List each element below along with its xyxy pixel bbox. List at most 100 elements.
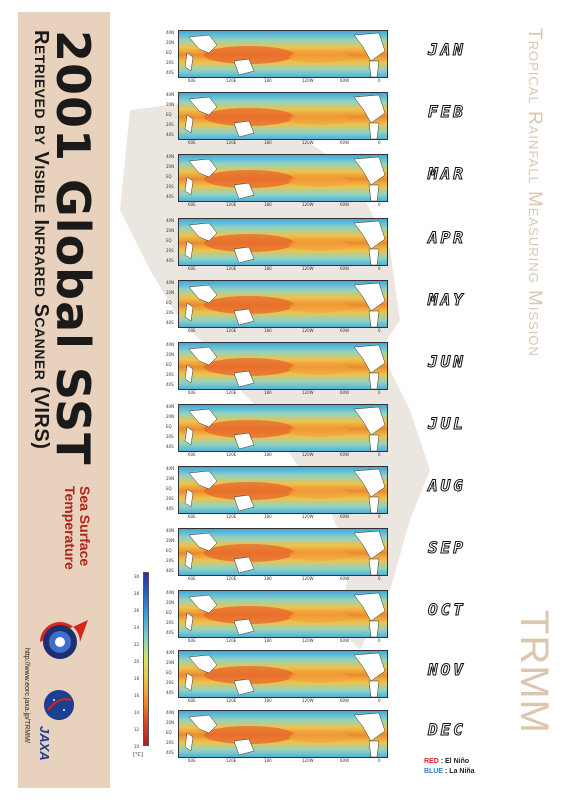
map-x-ticks: 60E 120E 180 120W 60W 0	[188, 576, 388, 584]
map-y-tick: 20N	[166, 600, 175, 605]
colorbar-tick: 10	[134, 744, 140, 749]
map-y-ticks: 40N 20N EQ 20S 40S	[166, 404, 177, 452]
map-x-tick: 120E	[226, 390, 237, 395]
map-y-ticks: 40N 20N EQ 20S 40S	[166, 710, 177, 758]
nasa-logo-icon	[44, 690, 74, 720]
map-y-tick: EQ	[166, 548, 172, 553]
sst-field-image	[179, 219, 387, 265]
colorbar-tick: 22	[134, 642, 140, 647]
map-x-tick: 60E	[188, 140, 196, 145]
map-x-ticks: 60E 120E 180 120W 60W 0	[188, 390, 388, 398]
map-y-tick: 40N	[166, 280, 175, 285]
map-y-ticks: 40N 20N EQ 20S 40S	[166, 650, 177, 698]
month-label: JUL	[428, 414, 466, 434]
map-x-tick: 120W	[302, 452, 314, 457]
sst-field-image	[179, 529, 387, 575]
sst-map-frame	[178, 30, 388, 78]
map-y-tick: 20S	[166, 122, 174, 127]
map-x-tick: 60W	[340, 576, 350, 581]
map-x-tick: 180	[264, 576, 272, 581]
map-x-tick: 120W	[302, 140, 314, 145]
map-y-tick: 40N	[166, 154, 175, 159]
map-x-tick: 120W	[302, 638, 314, 643]
map-y-tick: 40N	[166, 30, 175, 35]
month-label: JAN	[428, 40, 466, 60]
map-x-tick: 0	[378, 576, 381, 581]
map-x-ticks: 60E 120E 180 120W 60W 0	[188, 514, 388, 522]
map-y-tick: 20S	[166, 184, 174, 189]
map-x-ticks: 60E 120E 180 120W 60W 0	[188, 140, 388, 148]
sst-field-image	[179, 31, 387, 77]
map-y-tick: 40S	[166, 132, 174, 137]
map-x-tick: 120E	[226, 638, 237, 643]
map-y-tick: EQ	[166, 486, 172, 491]
legend-la-nina: BLUE : La Niña	[424, 768, 475, 775]
map-x-tick: 120W	[302, 202, 314, 207]
month-label: APR	[428, 228, 466, 248]
map-x-tick: 120E	[226, 266, 237, 271]
map-y-tick: 20S	[166, 496, 174, 501]
colorbar-tick: 14	[134, 710, 140, 715]
map-x-tick: 60E	[188, 202, 196, 207]
legend-blue-text: : La Niña	[445, 768, 475, 775]
map-y-tick: 40S	[166, 630, 174, 635]
map-x-tick: 60E	[188, 266, 196, 271]
map-x-tick: 0	[378, 328, 381, 333]
program-name: TRMM	[512, 610, 556, 734]
map-x-tick: 180	[264, 758, 272, 763]
map-y-tick: 20N	[166, 538, 175, 543]
map-y-tick: 20N	[166, 102, 175, 107]
month-label: NOV	[428, 660, 466, 680]
month-label: JUN	[428, 352, 466, 372]
map-x-tick: 120E	[226, 514, 237, 519]
map-x-tick: 60W	[340, 140, 350, 145]
sst-field-image	[179, 711, 387, 757]
map-x-tick: 180	[264, 78, 272, 83]
map-x-tick: 0	[378, 758, 381, 763]
month-label: FEB	[428, 102, 466, 122]
map-x-tick: 60E	[188, 514, 196, 519]
map-y-tick: 40S	[166, 258, 174, 263]
sst-map-oct: 40N 20N EQ 20S 40S 60E 120E 180 120W 60W 0	[166, 590, 396, 648]
map-x-tick: 120E	[226, 78, 237, 83]
mission-name: Tropical Rainfall Measuring Mission	[524, 28, 545, 357]
sst-map-feb: 40N 20N EQ 20S 40S 60E 120E 180 120W 60W 0	[166, 92, 396, 150]
map-x-tick: 60E	[188, 638, 196, 643]
sst-map-frame	[178, 590, 388, 638]
map-y-tick: 40S	[166, 444, 174, 449]
map-x-tick: 60E	[188, 390, 196, 395]
map-y-tick: 20N	[166, 40, 175, 45]
sst-map-sep: 40N 20N EQ 20S 40S 60E 120E 180 120W 60W 0	[166, 528, 396, 586]
map-y-ticks: 40N 20N EQ 20S 40S	[166, 218, 177, 266]
colorbar-tick: 18	[134, 676, 140, 681]
map-y-tick: 20N	[166, 228, 175, 233]
map-x-tick: 60E	[188, 576, 196, 581]
colorbar-tick: 26	[134, 608, 140, 613]
sst-map-aug: 40N 20N EQ 20S 40S 60E 120E 180 120W 60W 0	[166, 466, 396, 524]
map-y-tick: 40S	[166, 382, 174, 387]
sst-map-may: 40N 20N EQ 20S 40S 60E 120E 180 120W 60W 0	[166, 280, 396, 338]
month-label: MAR	[428, 164, 466, 184]
map-y-tick: 20S	[166, 620, 174, 625]
legend-red-text: : El Niño	[440, 758, 470, 765]
map-y-tick: EQ	[166, 424, 172, 429]
map-x-tick: 120E	[226, 328, 237, 333]
map-x-tick: 180	[264, 140, 272, 145]
website-url: http://www.eorc.jaxa.jp/TRMM/	[23, 648, 30, 743]
map-y-tick: 40S	[166, 690, 174, 695]
sst-field-image	[179, 155, 387, 201]
sst-label-line-2: Temperature	[62, 486, 78, 570]
month-label: OCT	[428, 600, 466, 620]
map-x-tick: 180	[264, 266, 272, 271]
map-y-tick: EQ	[166, 238, 172, 243]
sst-label: Sea Surface Temperature	[62, 486, 93, 570]
map-y-tick: EQ	[166, 362, 172, 367]
map-y-ticks: 40N 20N EQ 20S 40S	[166, 154, 177, 202]
map-x-tick: 120W	[302, 514, 314, 519]
colorbar-tick: 20	[134, 659, 140, 664]
map-x-tick: 60W	[340, 78, 350, 83]
poster-subtitle: Retrieved by Visible Infrared Scanner (V…	[30, 30, 52, 450]
sst-map-jun: 40N 20N EQ 20S 40S 60E 120E 180 120W 60W 0	[166, 342, 396, 400]
month-label: MAY	[428, 290, 466, 310]
map-x-tick: 60E	[188, 328, 196, 333]
